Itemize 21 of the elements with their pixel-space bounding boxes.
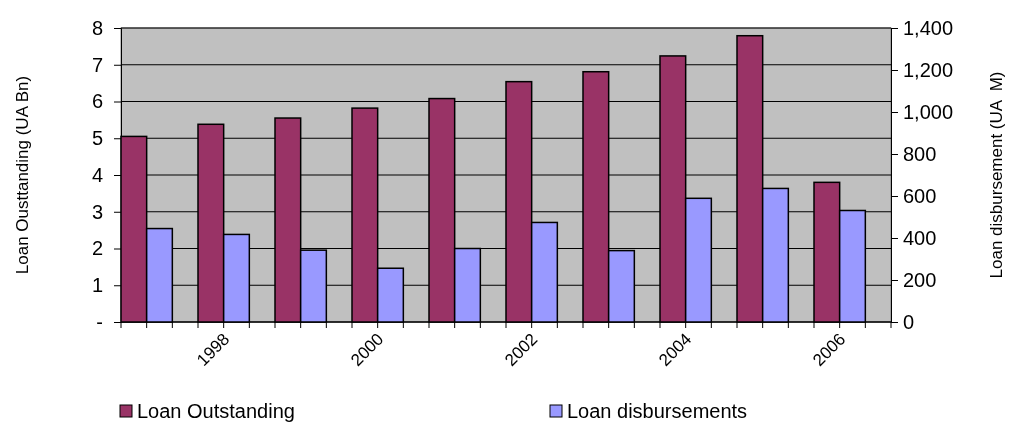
legend-label: Loan Outstanding <box>137 400 295 422</box>
y2-tick-label: 1,400 <box>903 16 954 39</box>
y-tick-label: 7 <box>91 53 103 76</box>
y-tick-label: - <box>96 310 103 333</box>
y2-tick-label: 400 <box>903 226 937 249</box>
y2-tick-label: 1,000 <box>903 100 954 123</box>
legend-label: Loan disbursements <box>567 400 748 422</box>
y-tick-label: 6 <box>91 90 103 113</box>
y2-tick-label: 0 <box>903 310 915 333</box>
y2-tick-label: 1,200 <box>903 58 954 81</box>
y2-tick-label: 600 <box>903 184 937 207</box>
y-tick-label: 3 <box>91 200 103 223</box>
y-axis-title: Loan Ousttanding (UA Bn) <box>12 75 32 275</box>
y-tick-label: 8 <box>91 16 103 39</box>
y-tick-label: 2 <box>91 237 103 260</box>
y2-tick-label: 800 <box>903 142 937 165</box>
y2-tick-label: 200 <box>903 268 937 291</box>
y2-axis-title: Loan disbursement (UA M) <box>986 71 1006 279</box>
y-tick-label: 1 <box>91 274 103 297</box>
y-tick-label: 5 <box>91 127 103 150</box>
y-tick-label: 4 <box>91 163 103 186</box>
